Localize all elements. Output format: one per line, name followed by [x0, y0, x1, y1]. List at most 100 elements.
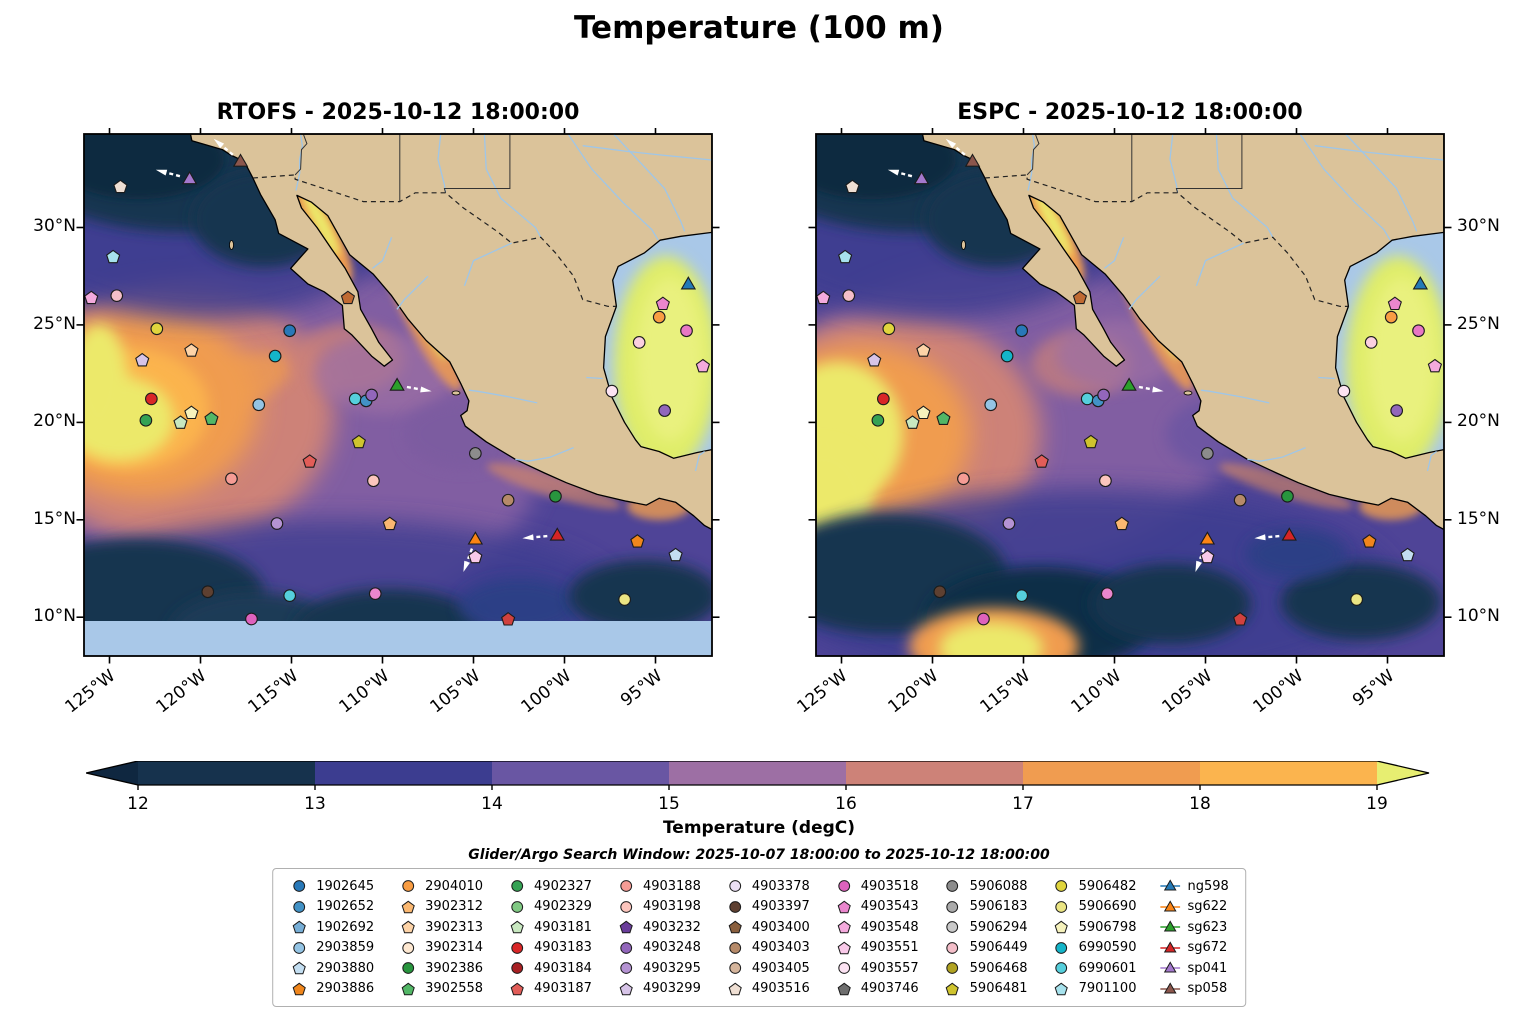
float-legend-marker-icon	[293, 880, 306, 893]
lon-tick-label: 100°W	[517, 666, 575, 718]
argo-float-marker	[1114, 516, 1129, 531]
legend-label: 4903516	[751, 981, 810, 997]
float-legend-marker-icon	[946, 900, 959, 913]
float-legend-marker-icon	[619, 982, 633, 995]
argo-float-marker	[1097, 388, 1110, 402]
float-legend-marker-icon	[292, 961, 306, 975]
glider-heading-arrowhead	[887, 169, 900, 176]
legend-label: 3902558	[425, 981, 484, 997]
float-legend-marker-icon	[510, 982, 524, 995]
legend-label: 1902645	[316, 878, 375, 894]
argo-float-marker	[1083, 434, 1098, 449]
glider-legend-marker-icon	[1160, 920, 1181, 932]
legend-entry-4903181: 4903181	[507, 919, 592, 935]
legend-label: 5906482	[1078, 878, 1137, 894]
float-legend-marker-icon	[402, 880, 415, 893]
legend-entry-5906798: 5906798	[1052, 919, 1136, 935]
colorbar-tick-label: 15	[658, 794, 680, 814]
float-legend-marker-icon	[1055, 900, 1068, 913]
legend-label: 4903518	[860, 878, 919, 894]
float-legend-marker-icon	[620, 900, 632, 913]
legend-label: 5906468	[969, 960, 1028, 976]
lon-tick-label: 105°W	[1158, 666, 1216, 718]
argo-float-marker	[1034, 454, 1049, 468]
lon-tick-label: 120°W	[152, 666, 211, 718]
legend-entry-2903859: 2903859	[289, 940, 374, 956]
legend-label: 4903746	[860, 981, 919, 997]
float-legend-marker-icon	[1055, 941, 1068, 954]
lon-tick-label: 115°W	[243, 666, 302, 718]
legend-label: 2903880	[316, 960, 375, 976]
argo-float-marker	[245, 612, 258, 626]
argo-float-marker	[877, 392, 890, 406]
lon-tick-label: 120°W	[884, 666, 943, 718]
argo-float-marker	[1099, 474, 1112, 488]
argo-float-marker	[365, 388, 378, 402]
legend-entry-2904010: 2904010	[398, 878, 483, 894]
legend-entry-ng598: ng598	[1160, 878, 1229, 894]
argo-float-marker	[184, 343, 199, 357]
float-legend-marker-icon	[293, 900, 306, 913]
legend-label: 4903232	[642, 919, 701, 935]
argo-float-marker	[658, 404, 672, 417]
argo-float-marker	[139, 413, 153, 427]
legend-label: sg622	[1187, 899, 1228, 915]
float-legend-marker-icon	[728, 880, 741, 893]
lat-tick-label: 25°N	[33, 313, 76, 334]
legend-label: 7901100	[1078, 981, 1137, 997]
legend-label: 6990601	[1078, 960, 1137, 976]
glider-marker-sg672	[549, 527, 565, 541]
argo-float-marker	[1201, 447, 1214, 460]
argo-float-marker	[106, 249, 121, 264]
legend-entry-1902652: 1902652	[289, 899, 374, 915]
search-window-note: Glider/Argo Search Window: 2025-10-07 18…	[468, 847, 1050, 863]
glider-legend-marker-icon	[1160, 879, 1181, 891]
argo-float-marker	[1233, 612, 1248, 626]
legend-entry-5906088: 5906088	[943, 878, 1028, 894]
float-legend-marker-icon	[837, 880, 850, 893]
float-legend-marker-icon	[728, 982, 742, 995]
legend-entry-4902327: 4902327	[507, 878, 592, 894]
argo-float-marker	[135, 352, 150, 367]
legend-entry-4903397: 4903397	[725, 899, 810, 915]
colorbar-over-arrow	[1377, 761, 1429, 785]
argo-float-marker	[845, 179, 860, 194]
legend-entry-4903557: 4903557	[834, 960, 919, 976]
legend-label: 2903886	[316, 981, 375, 997]
colorbar-tick-label: 12	[127, 794, 149, 814]
panel-rtofs: RTOFS - 2025-10-12 18:00:00	[33, 100, 721, 717]
lat-tick-label: 25°N	[1457, 313, 1500, 334]
legend-entry-4903184: 4903184	[507, 960, 592, 976]
float-legend-marker-icon	[837, 962, 850, 975]
argo-float-marker	[268, 349, 282, 363]
argo-float-marker	[225, 472, 238, 486]
argo-float-marker	[204, 411, 219, 425]
legend-label: 6990590	[1078, 940, 1137, 956]
legend-entry-sg672: sg672	[1160, 940, 1228, 956]
glider-legend-marker-icon	[1160, 982, 1181, 994]
glider-legend-marker-icon	[1160, 961, 1181, 973]
legend-grid: 1902645 1902652 1902692 2903859 2903880 29038…	[289, 876, 1229, 999]
glider-marker-sp041	[181, 170, 198, 185]
argo-float-marker	[933, 585, 947, 599]
argo-float-marker	[302, 454, 317, 468]
argo-float-marker	[618, 593, 631, 606]
argo-float-marker	[201, 585, 215, 599]
legend-label: 4902327	[534, 878, 592, 894]
lat-tick-label: 15°N	[1457, 508, 1500, 529]
lat-tick-label: 20°N	[33, 411, 76, 432]
float-legend-marker-icon	[1055, 880, 1068, 893]
legend-label: 4903187	[534, 981, 592, 997]
colorbar-segment	[492, 761, 669, 785]
legend-entry-4903188: 4903188	[616, 878, 701, 894]
glider-legend-marker-icon	[1160, 900, 1181, 912]
glider-legend-marker-icon	[1160, 941, 1181, 953]
argo-float-marker	[501, 612, 516, 626]
float-legend-marker-icon	[401, 982, 415, 995]
argo-float-marker	[630, 534, 645, 548]
legend-entry-4903183: 4903183	[507, 940, 592, 956]
argo-float-marker	[351, 434, 366, 449]
legend-box: 1902645 1902652 1902692 2903859 2903880 29038…	[272, 868, 1246, 1007]
legend-entry-4903746: 4903746	[834, 981, 919, 997]
